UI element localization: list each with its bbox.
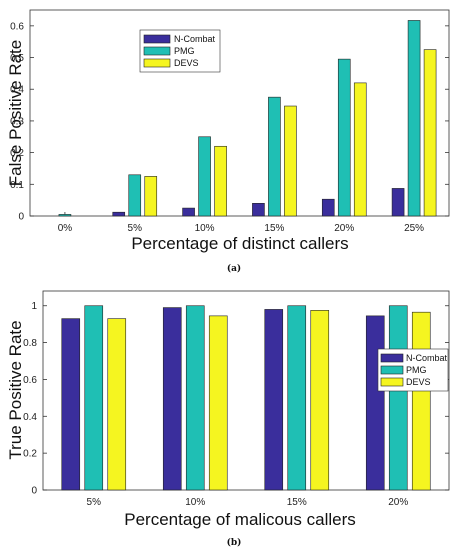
a-ytick-label-3: 0.3: [10, 116, 24, 127]
chart-a-legend-swatch-devs: [143, 58, 171, 68]
a-xtick-label-3: 15%: [264, 223, 284, 234]
b-xtick-label-2: 15%: [287, 497, 307, 508]
a-ytick-label-0: 0: [18, 212, 24, 223]
chart-a-legend-swatch-pmg: [143, 46, 171, 56]
chart-b-legend-label-pmg: PMG: [406, 365, 427, 375]
a-bar-ncombat-2: [182, 207, 195, 217]
b-bar-ncombat-2: [264, 309, 284, 491]
b-xtick-label-0: 5%: [87, 497, 102, 508]
a-bar-devs-3: [284, 105, 297, 217]
chart-b-legend-swatch-pmg: [380, 365, 404, 375]
b-ytick-label-0: 0: [31, 486, 37, 497]
b-bar-devs-1: [208, 315, 228, 491]
b-bar-pmg-0: [84, 305, 104, 491]
b-ytick-label-1: 0.2: [23, 449, 37, 460]
a-bar-ncombat-5: [391, 188, 405, 217]
chart-b: 00.20.40.60.815% 10% 15% 20% True Positive …: [6, 290, 450, 548]
b-bar-devs-2: [310, 310, 330, 491]
chart-a-legend-label-pmg: PMG: [174, 46, 195, 56]
chart-a-plot-area: [29, 9, 450, 217]
chart-b-legend-label-devs: DEVS: [406, 377, 431, 387]
b-ytick-label-5: 1: [31, 301, 37, 312]
chart-b-legend-label-ncombat: N-Combat: [406, 353, 448, 363]
a-bar-pmg-1: [128, 174, 142, 217]
a-bar-devs-5: [423, 49, 437, 217]
a-bar-ncombat-1: [112, 211, 126, 217]
a-bar-pmg-4: [337, 58, 351, 217]
a-bar-pmg-5: [407, 20, 421, 217]
chart-b-legend-swatch-ncombat: [380, 353, 404, 363]
b-bar-pmg-1: [185, 305, 205, 491]
chart-b-legend: N-Combat PMG DEVS: [377, 348, 449, 392]
a-ytick-label-4: 0.4: [10, 85, 24, 96]
a-ytick-label-2: 0.2: [10, 148, 24, 159]
a-bar-devs-1: [144, 176, 158, 217]
b-ytick-label-4: 0.8: [23, 338, 37, 349]
b-bar-devs-3: [411, 311, 431, 491]
chart-a-ylabel: False Positive Rate: [6, 40, 25, 186]
a-ytick-label-1: 0.1: [10, 180, 24, 191]
b-xtick-label-1: 10%: [185, 497, 205, 508]
chart-b-xlabel: Percentage of malicous callers: [124, 510, 356, 529]
b-bar-devs-0: [107, 318, 127, 491]
a-bar-devs-2: [214, 145, 227, 217]
chart-b-ylabel: True Positive Rate: [6, 320, 25, 459]
a-ytick-label-5: 0.5: [10, 53, 24, 64]
a-bar-devs-4: [353, 82, 367, 217]
chart-a-caption: (a): [227, 263, 241, 274]
b-xtick-label-3: 20%: [388, 497, 408, 508]
b-ytick-label-3: 0.6: [23, 375, 37, 386]
a-bar-ncombat-4: [321, 198, 335, 217]
a-xtick-label-2: 10%: [195, 223, 215, 234]
chart-a: 0 0.1 0.2 0.3 0.4 0.5 0.6 0% 5% 10% 15% 20% 25% Fals…: [6, 9, 450, 274]
b-bar-pmg-2: [287, 305, 307, 491]
b-bar-pmg-3: [388, 305, 408, 491]
chart-b-caption: (b): [227, 537, 242, 548]
chart-a-legend-label-devs: DEVS: [174, 58, 199, 68]
a-ytick-label-6: 0.6: [10, 21, 24, 32]
b-bar-ncombat-1: [162, 307, 182, 491]
chart-b-legend-swatch-devs: [380, 377, 404, 387]
b-bar-ncombat-3: [365, 315, 385, 491]
a-bar-pmg-0: [58, 214, 72, 217]
a-xtick-label-0: 0%: [58, 223, 73, 234]
a-xtick-label-4: 20%: [334, 223, 354, 234]
chart-a-legend-label-ncombat: N-Combat: [174, 34, 216, 44]
a-xtick-label-5: 25%: [404, 223, 424, 234]
chart-a-legend-swatch-ncombat: [143, 34, 171, 44]
chart-a-xlabel: Percentage of distinct callers: [131, 234, 348, 253]
a-bar-ncombat-3: [252, 203, 265, 217]
a-bar-pmg-2: [198, 136, 211, 217]
a-xtick-label-1: 5%: [128, 223, 143, 234]
chart-a-legend: N-Combat PMG DEVS: [139, 29, 221, 73]
b-bar-ncombat-0: [61, 318, 81, 491]
a-bar-pmg-3: [268, 96, 281, 217]
b-ytick-label-2: 0.4: [23, 412, 37, 423]
